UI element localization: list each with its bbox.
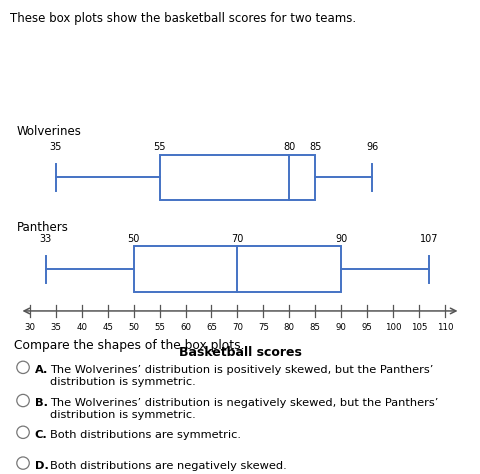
Text: 80: 80 (284, 323, 295, 332)
Text: 85: 85 (309, 143, 322, 153)
Text: D.: D. (35, 461, 48, 471)
Text: 90: 90 (335, 234, 347, 244)
Text: 33: 33 (39, 234, 52, 244)
Text: 107: 107 (420, 234, 439, 244)
Text: 50: 50 (128, 323, 139, 332)
Bar (134, 246, 341, 292)
Text: 70: 70 (232, 323, 243, 332)
Text: 35: 35 (50, 143, 62, 153)
Text: 65: 65 (206, 323, 217, 332)
Text: The Wolverines’ distribution is negatively skewed, but the Panthers’
distributio: The Wolverines’ distribution is negative… (50, 398, 439, 420)
Text: B.: B. (35, 398, 48, 408)
Text: 50: 50 (128, 234, 140, 244)
Text: 85: 85 (310, 323, 321, 332)
Text: 90: 90 (336, 323, 347, 332)
Text: Compare the shapes of the box plots.: Compare the shapes of the box plots. (14, 339, 245, 352)
Text: 45: 45 (102, 323, 113, 332)
Text: Both distributions are negatively skewed.: Both distributions are negatively skewed… (50, 461, 287, 471)
Text: 96: 96 (366, 143, 378, 153)
Text: 100: 100 (385, 323, 401, 332)
Text: 70: 70 (231, 234, 243, 244)
Text: 35: 35 (50, 323, 61, 332)
Text: 30: 30 (24, 323, 36, 332)
Text: 40: 40 (76, 323, 87, 332)
Text: 80: 80 (283, 143, 295, 153)
Text: Wolverines: Wolverines (17, 125, 82, 138)
Bar (160, 155, 315, 201)
Text: 60: 60 (180, 323, 191, 332)
Text: A.: A. (35, 365, 48, 375)
Text: The Wolverines’ distribution is positively skewed, but the Panthers’
distributio: The Wolverines’ distribution is positive… (50, 365, 434, 387)
Text: Basketball scores: Basketball scores (179, 346, 301, 359)
Text: 105: 105 (411, 323, 427, 332)
Text: 110: 110 (437, 323, 453, 332)
Text: Both distributions are symmetric.: Both distributions are symmetric. (50, 430, 241, 440)
Text: Panthers: Panthers (17, 221, 69, 234)
Text: C.: C. (35, 430, 48, 440)
Text: 95: 95 (361, 323, 372, 332)
Text: 75: 75 (258, 323, 269, 332)
Text: These box plots show the basketball scores for two teams.: These box plots show the basketball scor… (10, 12, 356, 25)
Text: 55: 55 (154, 143, 166, 153)
Text: 55: 55 (154, 323, 165, 332)
